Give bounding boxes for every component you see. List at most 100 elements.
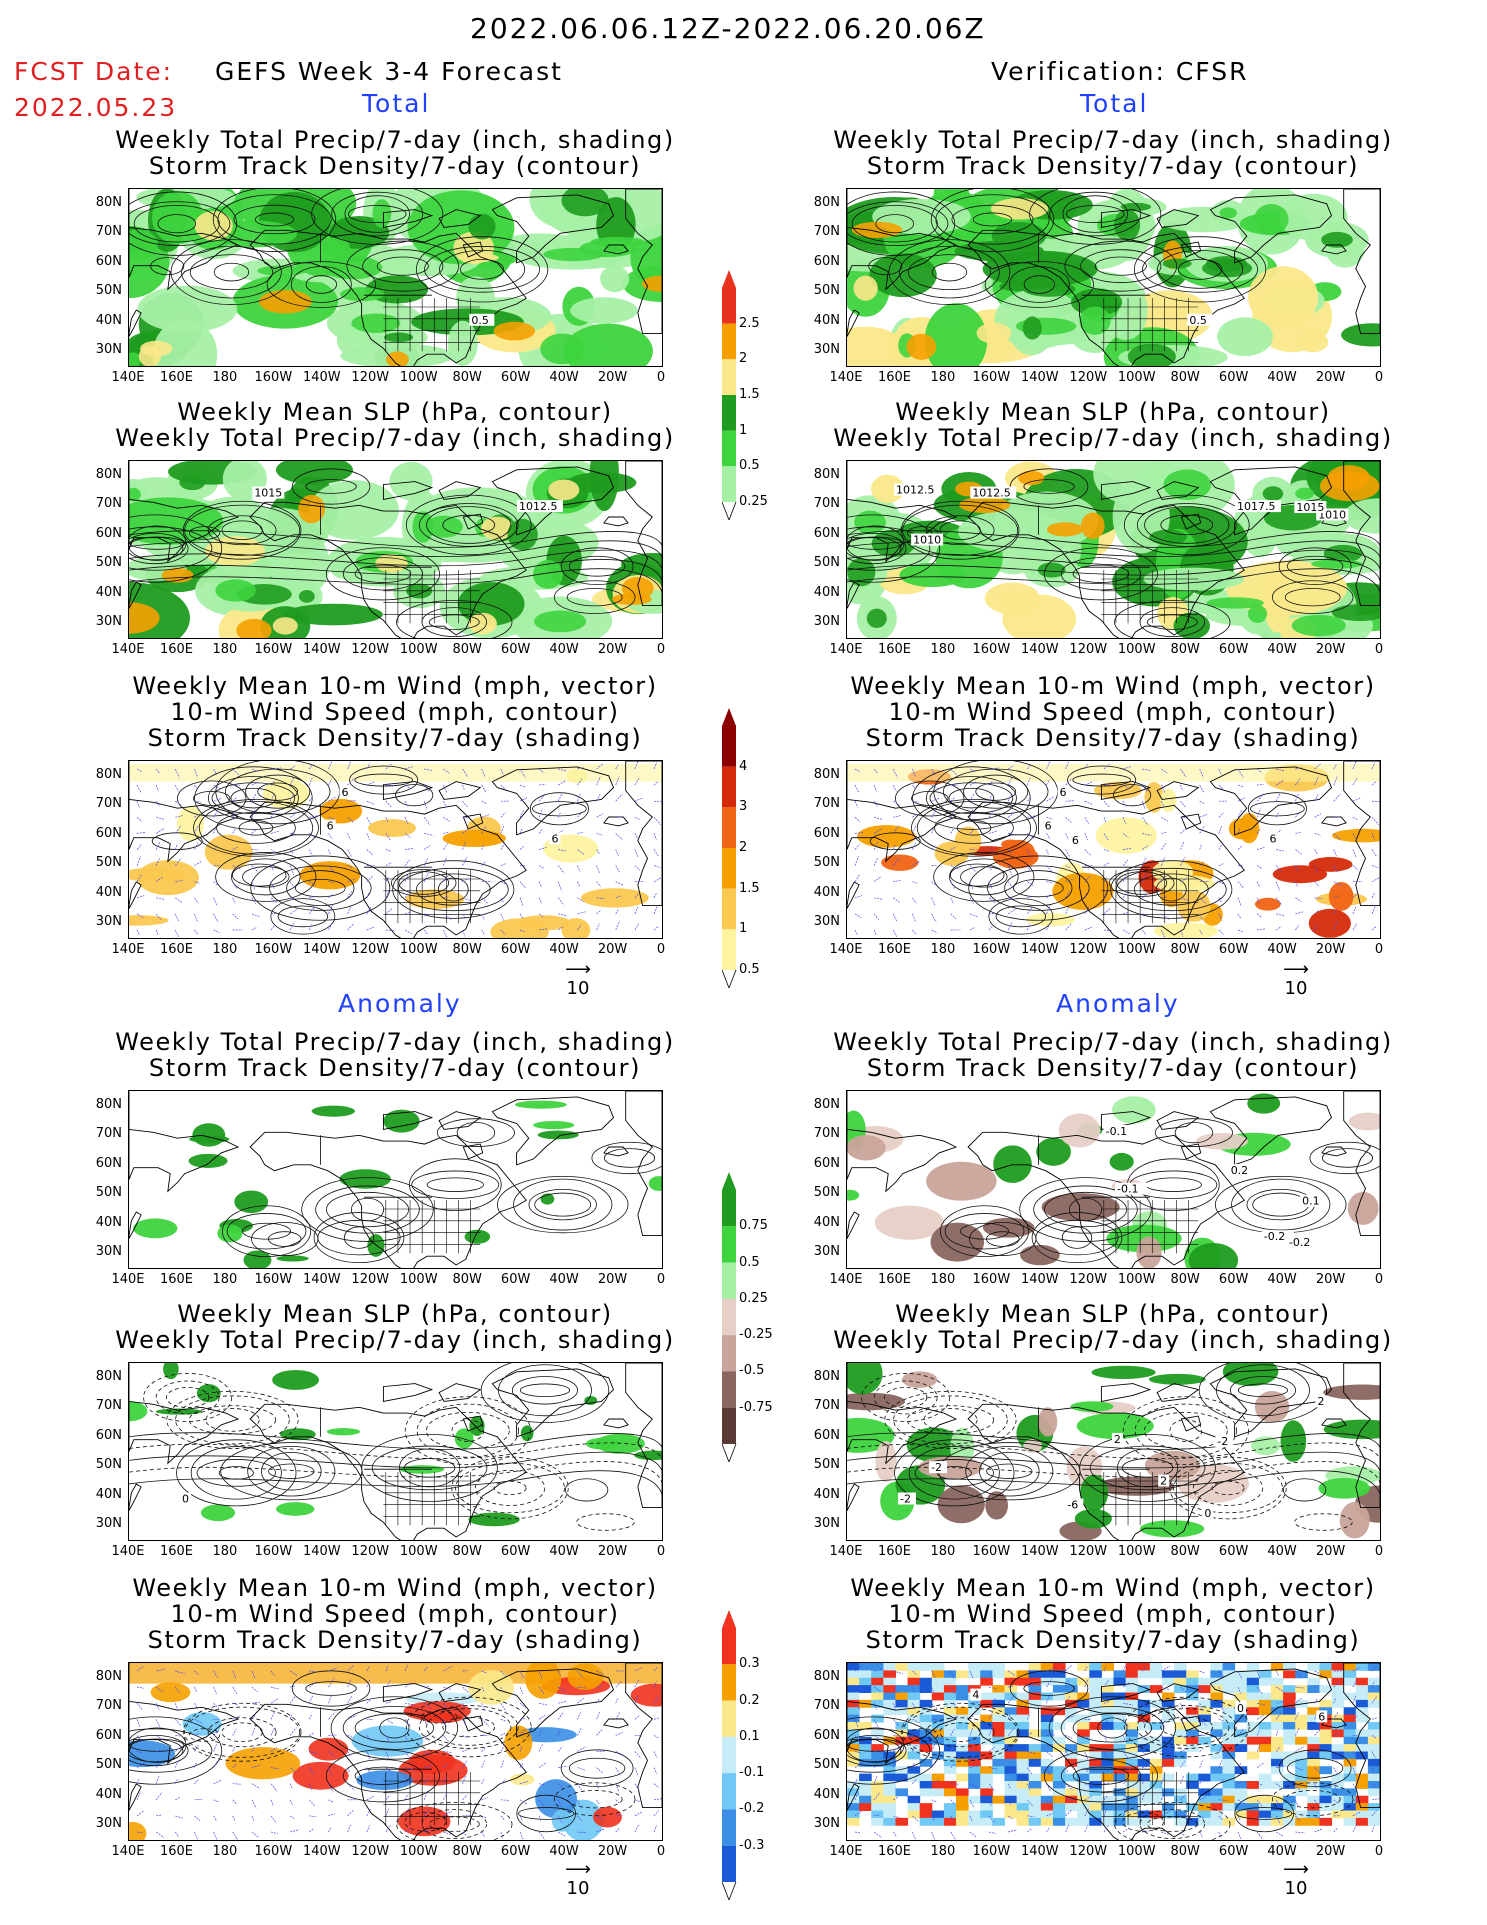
isobar xyxy=(847,549,1380,571)
wind-vector xyxy=(1218,1686,1222,1693)
wind-vector xyxy=(519,929,526,933)
coastline xyxy=(249,501,527,638)
storm-anom-cell xyxy=(871,1677,884,1686)
wind-vector xyxy=(1218,881,1226,885)
isobar xyxy=(129,1432,662,1450)
wind-vector xyxy=(443,929,448,938)
coastline xyxy=(1343,189,1380,335)
lon-tick-label: 20W xyxy=(1315,642,1346,657)
storm-anom-cell xyxy=(1125,1663,1139,1671)
wind-vector xyxy=(1141,801,1146,810)
wind-vector xyxy=(251,1783,261,1789)
wind-vector xyxy=(1008,897,1015,900)
contour xyxy=(267,1231,302,1247)
storm-anom-cell xyxy=(1040,1817,1054,1826)
storm-anom-cell xyxy=(980,1803,993,1811)
wind-vector xyxy=(309,865,313,872)
lon-tick-label: 0 xyxy=(656,642,666,657)
wind-vector xyxy=(950,1783,960,1785)
storm-anom-cell xyxy=(980,1751,993,1760)
precip-core xyxy=(959,496,1011,514)
storm-anom-cell xyxy=(1307,1685,1320,1693)
storm-anom-cell xyxy=(1258,1677,1272,1686)
wind-vector xyxy=(912,842,917,850)
wind-vector xyxy=(232,1715,240,1720)
coastline xyxy=(462,513,484,530)
wind-vector xyxy=(232,881,237,889)
wind-vector xyxy=(1046,1712,1054,1720)
wind-vector xyxy=(1065,1664,1073,1672)
wind-vector xyxy=(577,1783,582,1791)
wind-vector xyxy=(1218,784,1224,790)
colorbar-svg xyxy=(721,1172,737,1464)
lat-tick-label: 40N xyxy=(95,1786,122,1802)
wind-vector xyxy=(634,1751,642,1759)
contour xyxy=(439,249,526,289)
contour xyxy=(129,514,223,583)
wind-vector xyxy=(854,1751,862,1754)
wind-vector xyxy=(615,1681,622,1688)
coastline xyxy=(438,481,482,500)
storm-anom-cell xyxy=(1089,1810,1102,1819)
wind-vector xyxy=(1199,1796,1207,1801)
coastline xyxy=(603,816,629,827)
storm-anom-cell xyxy=(1125,1781,1139,1789)
wind-vector xyxy=(1103,849,1110,852)
wind-vector xyxy=(500,768,504,776)
contour xyxy=(987,865,1090,911)
wind-vector xyxy=(1065,849,1071,858)
storm-anom-cell xyxy=(1161,1707,1175,1716)
shading-layer xyxy=(129,461,662,638)
storm-anom-cell xyxy=(1149,1744,1163,1752)
contour xyxy=(933,852,1035,902)
contour-label-bg xyxy=(1158,1474,1170,1487)
wind-vector xyxy=(443,1763,448,1768)
wind-vector xyxy=(174,784,179,792)
contour xyxy=(902,1706,1019,1758)
storm-anom-cell xyxy=(1246,1699,1260,1708)
lat-tick-label: 80N xyxy=(813,1096,840,1112)
wind-vector xyxy=(270,1831,278,1834)
colorbar-label: 0.2 xyxy=(739,1692,760,1708)
contour xyxy=(371,1445,488,1491)
storm-anom-cell xyxy=(1016,1803,1030,1811)
contour-label-text: -0.1 xyxy=(1117,1183,1138,1196)
storm-anom-cell xyxy=(1367,1729,1380,1738)
wind-vector xyxy=(1122,817,1127,825)
wind-vector xyxy=(634,761,639,770)
wind-vector xyxy=(615,881,625,886)
wind-vector xyxy=(557,1670,562,1677)
wind-vector xyxy=(423,1777,429,1784)
wind-vector xyxy=(1141,872,1147,882)
anomaly-cell xyxy=(192,1123,226,1147)
lat-tick-label: 50N xyxy=(813,283,840,299)
wind-vector xyxy=(385,1701,391,1704)
wind-vector xyxy=(1333,920,1338,931)
anomaly-cell xyxy=(339,1169,391,1189)
storm-anom-cell xyxy=(907,1714,921,1723)
wind-vector xyxy=(232,1745,236,1752)
lon-tick-label: 80W xyxy=(1170,1272,1200,1287)
contour xyxy=(907,254,991,291)
storm-anom-cell xyxy=(1343,1663,1357,1671)
storm-anom-cell xyxy=(943,1803,957,1811)
anomaly-cell xyxy=(1188,1242,1239,1268)
wind-vector xyxy=(462,1703,465,1708)
wind-vector xyxy=(988,809,995,818)
wind-vector xyxy=(634,1679,640,1688)
storm-anom-cell xyxy=(1016,1766,1030,1775)
lat-tick-label: 40N xyxy=(813,312,840,328)
map-vf-slp-anom: -2 0 2 -2 2 -2 -6 2 xyxy=(846,1362,1381,1541)
contour xyxy=(496,1175,629,1234)
storm-anom-cell xyxy=(1137,1722,1151,1730)
contour xyxy=(257,782,299,801)
lon-tick-label: 160W xyxy=(254,1544,293,1559)
storm-anom-cell xyxy=(1222,1744,1236,1752)
precip-core xyxy=(375,554,408,573)
wind-vector xyxy=(500,1686,504,1693)
contour-label-text: 6 xyxy=(1318,1710,1325,1723)
storm-anom-cell xyxy=(1198,1803,1211,1811)
storm-anom-cell xyxy=(1270,1663,1284,1671)
colorbar-label: -0.75 xyxy=(739,1399,773,1415)
title-fc-wind-anom: Weekly Mean 10-m Wind (mph, vector) 10-m … xyxy=(132,1574,658,1654)
